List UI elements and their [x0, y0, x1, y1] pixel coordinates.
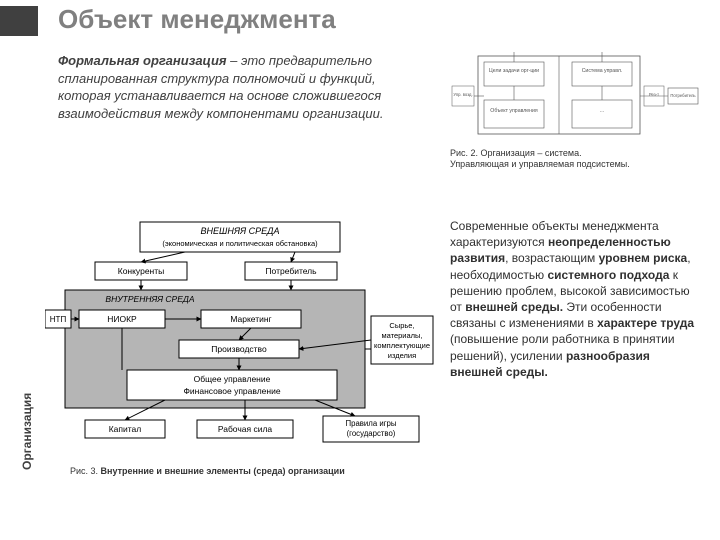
figure-2: Цели задачи орг-ции Система управл. Объе… — [450, 52, 700, 162]
figure-3-svg: ВНЕШНЯЯ СРЕДА (экономическая и политичес… — [45, 218, 435, 458]
svg-text:изделия: изделия — [388, 351, 416, 360]
svg-text:Производство: Производство — [211, 344, 267, 354]
svg-text:Цели задачи орг-ции: Цели задачи орг-ции — [489, 68, 539, 74]
figure-3: ВНЕШНЯЯ СРЕДА (экономическая и политичес… — [45, 218, 435, 478]
svg-text:Объект управления: Объект управления — [490, 108, 538, 114]
svg-text:Рабочая сила: Рабочая сила — [218, 424, 273, 434]
svg-text:Общее управление: Общее управление — [194, 374, 271, 384]
fig2-caption-l1: Рис. 2. Организация – система. — [450, 148, 582, 158]
svg-text:комплектующие: комплектующие — [374, 341, 430, 350]
fig3-caption-bold: Внутренние и внешние элементы (среда) ор… — [101, 466, 345, 476]
svg-text:НТП: НТП — [50, 315, 67, 324]
slide: Объект менеджмента Формальная организаци… — [0, 0, 720, 540]
plain-text: , возрастающим — [505, 251, 599, 265]
svg-text:Правила игры: Правила игры — [346, 419, 397, 428]
svg-text:Потребитель: Потребитель — [670, 93, 696, 98]
fig3-caption-prefix: Рис. 3. — [70, 466, 101, 476]
figure-3-caption: Рис. 3. Внутренние и внешние элементы (с… — [70, 466, 345, 476]
svg-text:…: … — [599, 108, 604, 114]
svg-text:Финансовое управление: Финансовое управление — [183, 386, 280, 396]
svg-text:Упр. возд.: Упр. возд. — [453, 92, 472, 97]
side-label: Организация — [20, 393, 34, 470]
svg-text:ВНУТРЕННЯЯ СРЕДА: ВНУТРЕННЯЯ СРЕДА — [105, 294, 194, 304]
page-title: Объект менеджмента — [58, 4, 336, 35]
bold-text: внешней среды. — [465, 300, 563, 314]
bold-text: уровнем риска — [599, 251, 688, 265]
bold-text: системного подхода — [547, 268, 669, 282]
svg-text:ВНЕШНЯЯ СРЕДА: ВНЕШНЯЯ СРЕДА — [201, 226, 280, 236]
svg-text:Сырье,: Сырье, — [389, 321, 414, 330]
svg-text:Потребитель: Потребитель — [265, 266, 317, 276]
svg-text:Маркетинг: Маркетинг — [230, 314, 271, 324]
svg-text:материалы,: материалы, — [381, 331, 422, 340]
svg-text:(экономическая и политическая: (экономическая и политическая обстановка… — [162, 239, 318, 248]
body-paragraph: Современные объекты менеджмента характер… — [450, 218, 700, 380]
figure-2-caption: Рис. 2. Организация – система. Управляющ… — [450, 148, 700, 170]
svg-text:Конкуренты: Конкуренты — [118, 266, 165, 276]
svg-text:(государство): (государство) — [347, 429, 396, 438]
intro-lead: Формальная организация — [58, 53, 227, 68]
accent-bar — [0, 6, 38, 36]
svg-text:Система управл.: Система управл. — [582, 68, 623, 74]
svg-text:Капитал: Капитал — [109, 424, 142, 434]
svg-text:НИОКР: НИОКР — [107, 314, 137, 324]
bold-text: характере труда — [597, 316, 694, 330]
figure-2-svg: Цели задачи орг-ции Система управл. Объе… — [450, 52, 700, 142]
intro-paragraph: Формальная организация – это предварител… — [58, 52, 418, 122]
fig2-caption-l2: Управляющая и управляемая подсистемы. — [450, 159, 630, 169]
